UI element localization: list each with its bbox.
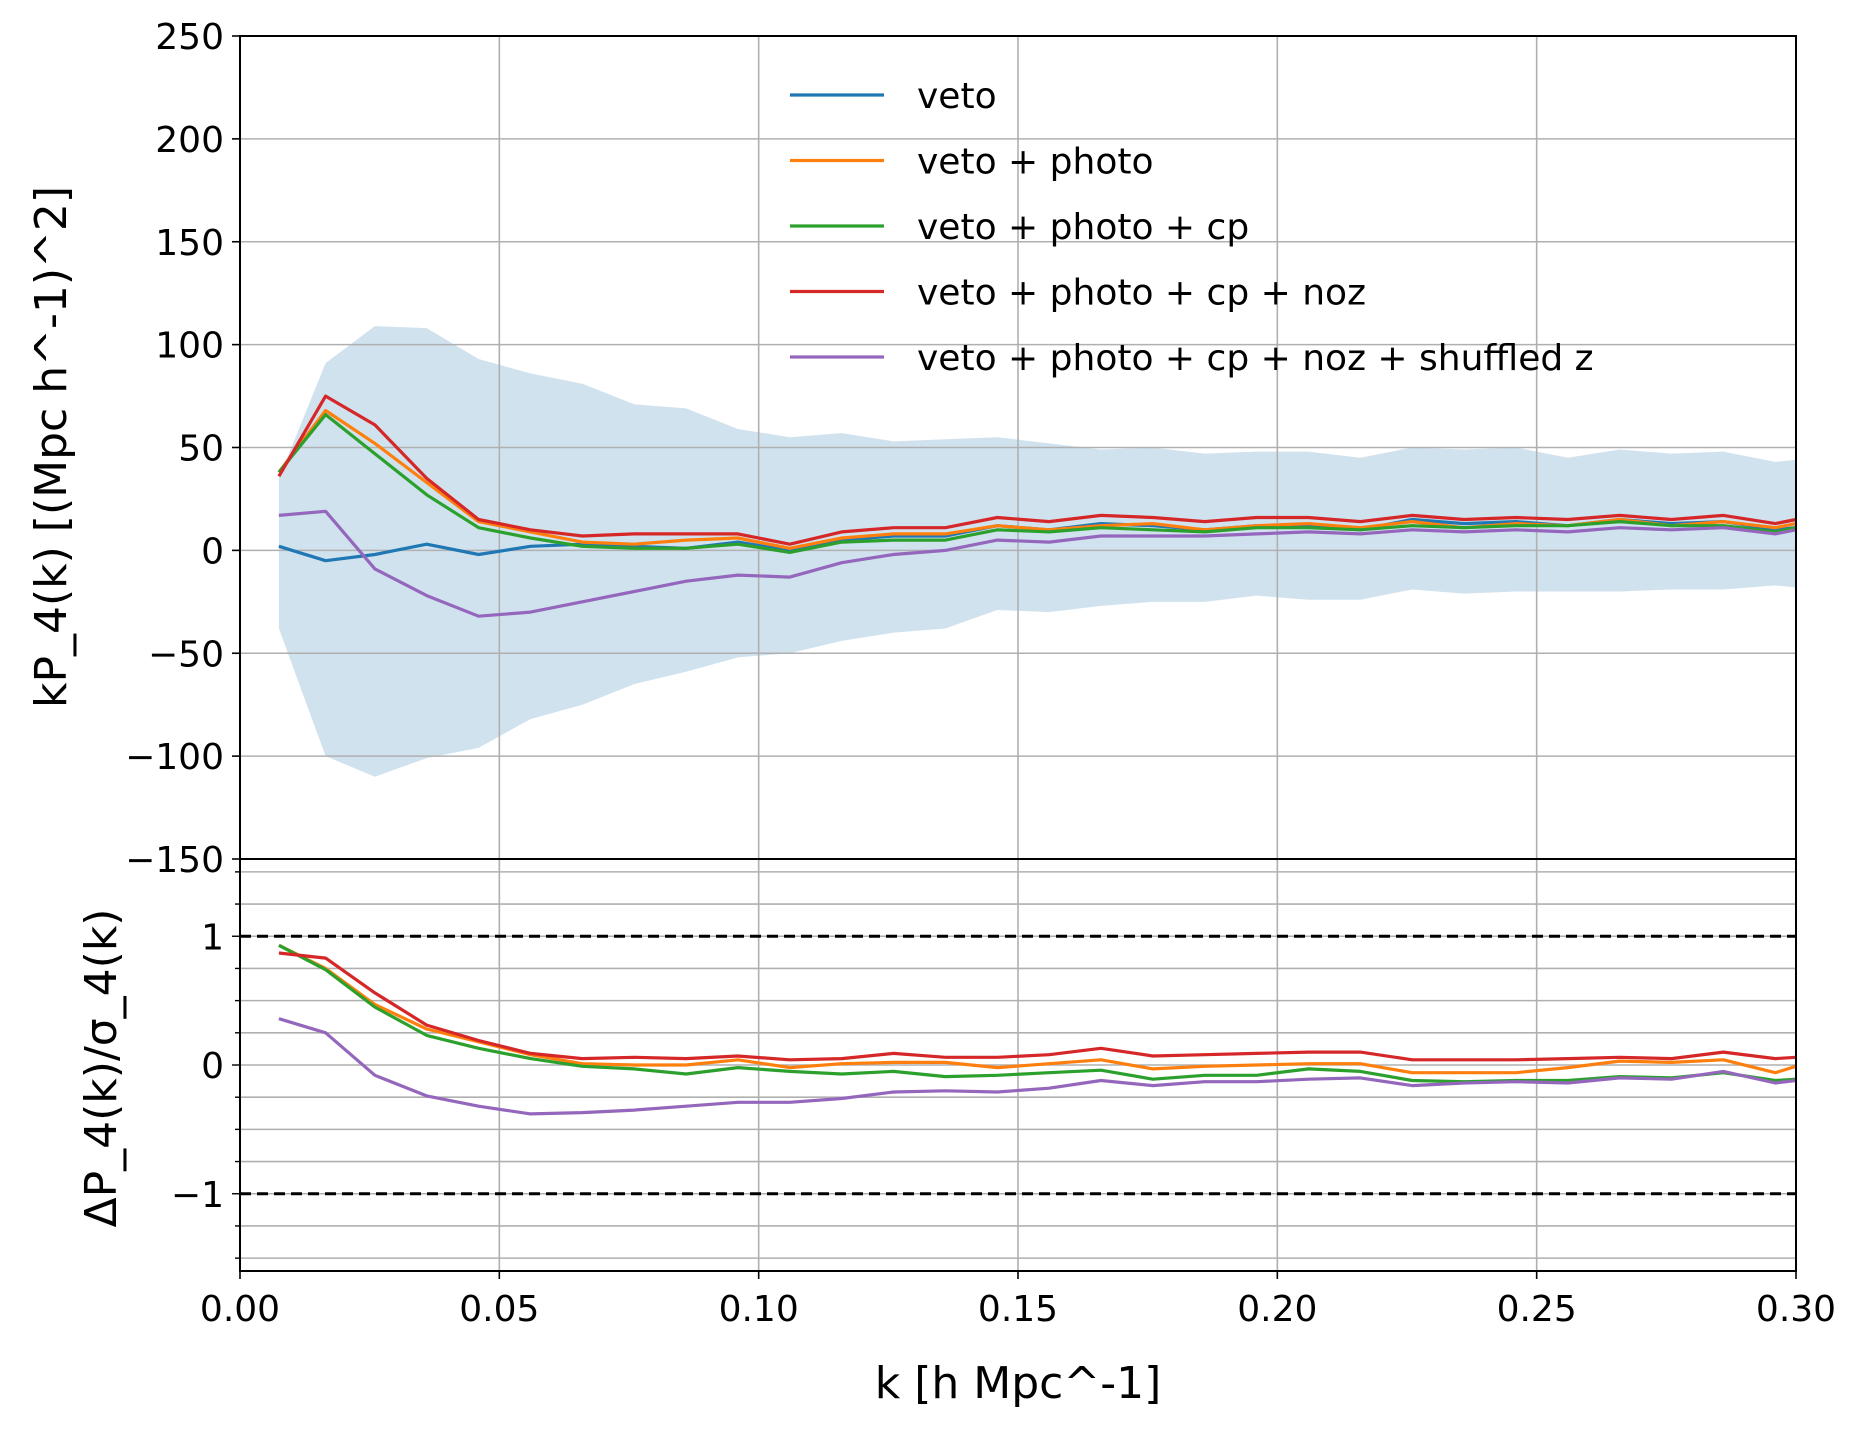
x-tick-label: 0.25 xyxy=(1497,1289,1577,1330)
bottom-y-tick-label: −1 xyxy=(171,1175,224,1216)
bottom-y-axis-label: ΔP_4(k)/σ_4(k) xyxy=(76,909,127,1228)
bottom-series-layer xyxy=(278,943,1797,1116)
top-series-layer xyxy=(277,394,1797,618)
top-series-veto-photo-cp xyxy=(277,413,1797,555)
legend-label: veto + photo xyxy=(917,142,1153,183)
bottom-series-veto-photo-cp-noz xyxy=(278,951,1797,1062)
top-y-tick-label: 50 xyxy=(178,429,224,470)
top-y-tick-label: 100 xyxy=(155,326,224,367)
x-tick-label: 0.20 xyxy=(1237,1289,1317,1330)
top-y-tick-label: 0 xyxy=(201,531,224,572)
bottom-series-veto-photo-cp-noz-shuffled-z xyxy=(278,1017,1797,1116)
legend-label: veto xyxy=(917,76,997,117)
top-y-tick-label: −50 xyxy=(148,634,224,675)
top-confidence-band-layer xyxy=(278,326,1796,777)
top-y-tick-label: 150 xyxy=(155,223,224,264)
legend-label: veto + photo + cp + noz + shuffled z xyxy=(917,338,1594,379)
top-y-tick-label: −150 xyxy=(125,840,224,881)
top-y-tick-label: 200 xyxy=(155,120,224,161)
bottom-reference-lines xyxy=(240,934,1796,1196)
bottom-series-veto-photo-cp xyxy=(278,943,1797,1084)
x-axis: 0.00 0.05 0.10 0.15 0.20 0.25 0.30 xyxy=(200,1271,1836,1330)
x-tick-label: 0.30 xyxy=(1756,1289,1836,1330)
bottom-y-axis: 1 0 −1 xyxy=(171,871,240,1259)
x-tick-label: 0.15 xyxy=(978,1289,1058,1330)
bottom-y-tick-label: 1 xyxy=(201,917,224,958)
x-tick-label: 0.10 xyxy=(719,1289,799,1330)
bottom-y-tick-label: 0 xyxy=(201,1046,224,1087)
top-series-veto-photo-cp-noz-shuffled-z xyxy=(278,509,1797,618)
confidence-band xyxy=(278,326,1796,777)
top-y-tick-label: 250 xyxy=(155,17,224,58)
x-tick-label: 0.05 xyxy=(459,1289,539,1330)
top-y-tick-label: −100 xyxy=(125,737,224,778)
legend: veto veto + photo veto + photo + cp veto + … xyxy=(790,76,1594,379)
top-y-axis-label: kP_4(k) [(Mpc h^-1)^2] xyxy=(26,186,77,708)
top-series-veto-photo-cp-noz xyxy=(277,394,1797,546)
x-tick-label: 0.00 xyxy=(200,1289,280,1330)
legend-label: veto + photo + cp + noz xyxy=(917,273,1366,314)
top-y-axis: 250 200 150 100 50 0 −50 −100 −150 xyxy=(125,17,240,881)
legend-label: veto + photo + cp xyxy=(917,207,1249,248)
x-axis-label: k [h Mpc^-1] xyxy=(875,1358,1162,1409)
